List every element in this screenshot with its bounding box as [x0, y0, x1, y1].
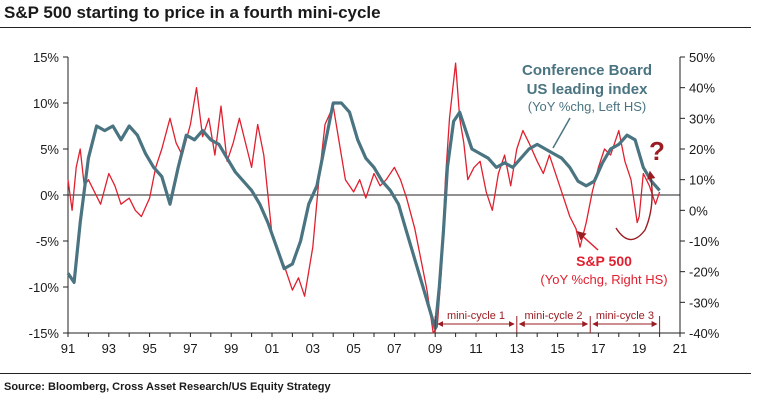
- leading-index-label-line2: US leading index: [527, 81, 649, 98]
- x-tick-label: 13: [510, 341, 524, 356]
- x-tick-label: 11: [469, 341, 483, 356]
- chart-title: S&P 500 starting to price in a fourth mi…: [4, 3, 381, 22]
- x-tick-label: 21: [673, 341, 687, 356]
- bottom-rule: [0, 373, 751, 374]
- x-tick-label: 09: [428, 341, 442, 356]
- mini-cycle-label: mini-cycle 2: [524, 310, 582, 322]
- x-tick-label: 17: [591, 341, 605, 356]
- left-tick-label: 0%: [40, 188, 59, 203]
- x-tick-label: 95: [142, 341, 156, 356]
- right-tick-label: 0%: [689, 203, 708, 218]
- leading-index-pointer: [552, 117, 571, 149]
- series-lines: [66, 62, 661, 334]
- sp500-sublabel: (YoY %chg, Right HS): [540, 272, 667, 287]
- left-tick-label: 15%: [33, 50, 59, 65]
- x-tick-label: 91: [61, 341, 75, 356]
- mini-cycle-label: mini-cycle 1: [447, 310, 505, 322]
- right-tick-label: -20%: [689, 265, 720, 280]
- right-tick-label: 10%: [689, 173, 715, 188]
- right-tick-label: -10%: [689, 234, 720, 249]
- leading-index-sublabel: (YoY %chg, Left HS): [528, 99, 647, 114]
- right-tick-label: 20%: [689, 142, 715, 157]
- annotations: Conference Board US leading index (YoY %…: [434, 62, 668, 333]
- sp500-pointer: [576, 230, 599, 251]
- x-tick-label: 07: [387, 341, 401, 356]
- x-tick-label: 19: [632, 341, 646, 356]
- x-tick-label: 05: [346, 341, 360, 356]
- right-tick-label: -30%: [689, 295, 720, 310]
- left-tick-label: 5%: [40, 142, 59, 157]
- left-tick-label: -10%: [29, 280, 60, 295]
- left-tick-label: 10%: [33, 96, 59, 111]
- projection-curve: [615, 170, 656, 241]
- sp500-line: [67, 62, 661, 334]
- leading-index-line: [66, 101, 661, 330]
- x-tick-label: 93: [102, 341, 116, 356]
- x-tick-label: 97: [183, 341, 197, 356]
- x-tick-label: 99: [224, 341, 238, 356]
- sp500-label: S&P 500: [576, 253, 632, 269]
- x-tick-label: 01: [265, 341, 279, 356]
- source-note: Source: Bloomberg, Cross Asset Research/…: [4, 381, 331, 393]
- right-tick-label: 50%: [689, 50, 715, 65]
- right-tick-label: 30%: [689, 111, 715, 126]
- right-tick-label: 40%: [689, 81, 715, 96]
- axes: 15% 10% 5% 0% -5% -10% -15% 50% 40% 30% 20% 10% 0% -1…: [29, 50, 720, 356]
- leading-index-label-line1: Conference Board: [522, 62, 652, 79]
- right-tick-label: -40%: [689, 326, 720, 341]
- x-tick-label: 15: [550, 341, 564, 356]
- top-rule: [0, 27, 751, 28]
- x-tick-label: 03: [306, 341, 320, 356]
- question-mark: ?: [649, 136, 665, 166]
- left-tick-label: -5%: [36, 234, 60, 249]
- mini-cycle-label: mini-cycle 3: [596, 310, 654, 322]
- left-tick-label: -15%: [29, 326, 60, 341]
